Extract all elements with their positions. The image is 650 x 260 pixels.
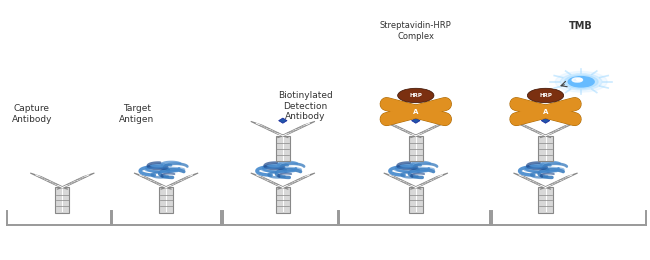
Circle shape — [577, 79, 582, 81]
Polygon shape — [384, 121, 421, 138]
Polygon shape — [279, 118, 287, 123]
Polygon shape — [410, 121, 448, 138]
Polygon shape — [161, 173, 198, 189]
Polygon shape — [538, 136, 552, 161]
Polygon shape — [134, 173, 172, 189]
Polygon shape — [55, 187, 70, 213]
Text: Capture
Antibody: Capture Antibody — [12, 104, 52, 124]
Text: Biotinylated
Detection
Antibody: Biotinylated Detection Antibody — [278, 91, 333, 121]
Circle shape — [568, 77, 594, 87]
Polygon shape — [411, 118, 420, 123]
Circle shape — [572, 78, 582, 82]
Polygon shape — [251, 173, 289, 189]
Circle shape — [527, 88, 564, 103]
Text: Target
Antigen: Target Antigen — [120, 104, 155, 124]
Polygon shape — [278, 173, 315, 189]
Polygon shape — [278, 121, 315, 138]
Polygon shape — [538, 187, 552, 213]
Polygon shape — [57, 173, 94, 189]
Polygon shape — [159, 187, 174, 213]
Text: TMB: TMB — [569, 21, 593, 31]
Circle shape — [560, 74, 602, 90]
Polygon shape — [276, 136, 290, 161]
Text: Streptavidin-HRP
Complex: Streptavidin-HRP Complex — [380, 21, 452, 41]
Polygon shape — [540, 173, 578, 189]
Polygon shape — [541, 118, 550, 123]
Polygon shape — [409, 187, 423, 213]
Circle shape — [564, 75, 598, 88]
Polygon shape — [540, 121, 578, 138]
Circle shape — [555, 72, 607, 92]
Polygon shape — [409, 136, 423, 161]
Polygon shape — [276, 187, 290, 213]
Polygon shape — [514, 121, 551, 138]
Polygon shape — [31, 173, 68, 189]
Polygon shape — [384, 173, 421, 189]
Text: A: A — [413, 109, 419, 115]
Polygon shape — [410, 173, 448, 189]
Polygon shape — [251, 121, 289, 138]
Polygon shape — [514, 173, 551, 189]
Text: HRP: HRP — [410, 93, 422, 98]
Text: A: A — [543, 109, 548, 115]
Circle shape — [398, 88, 434, 103]
Text: HRP: HRP — [539, 93, 552, 98]
